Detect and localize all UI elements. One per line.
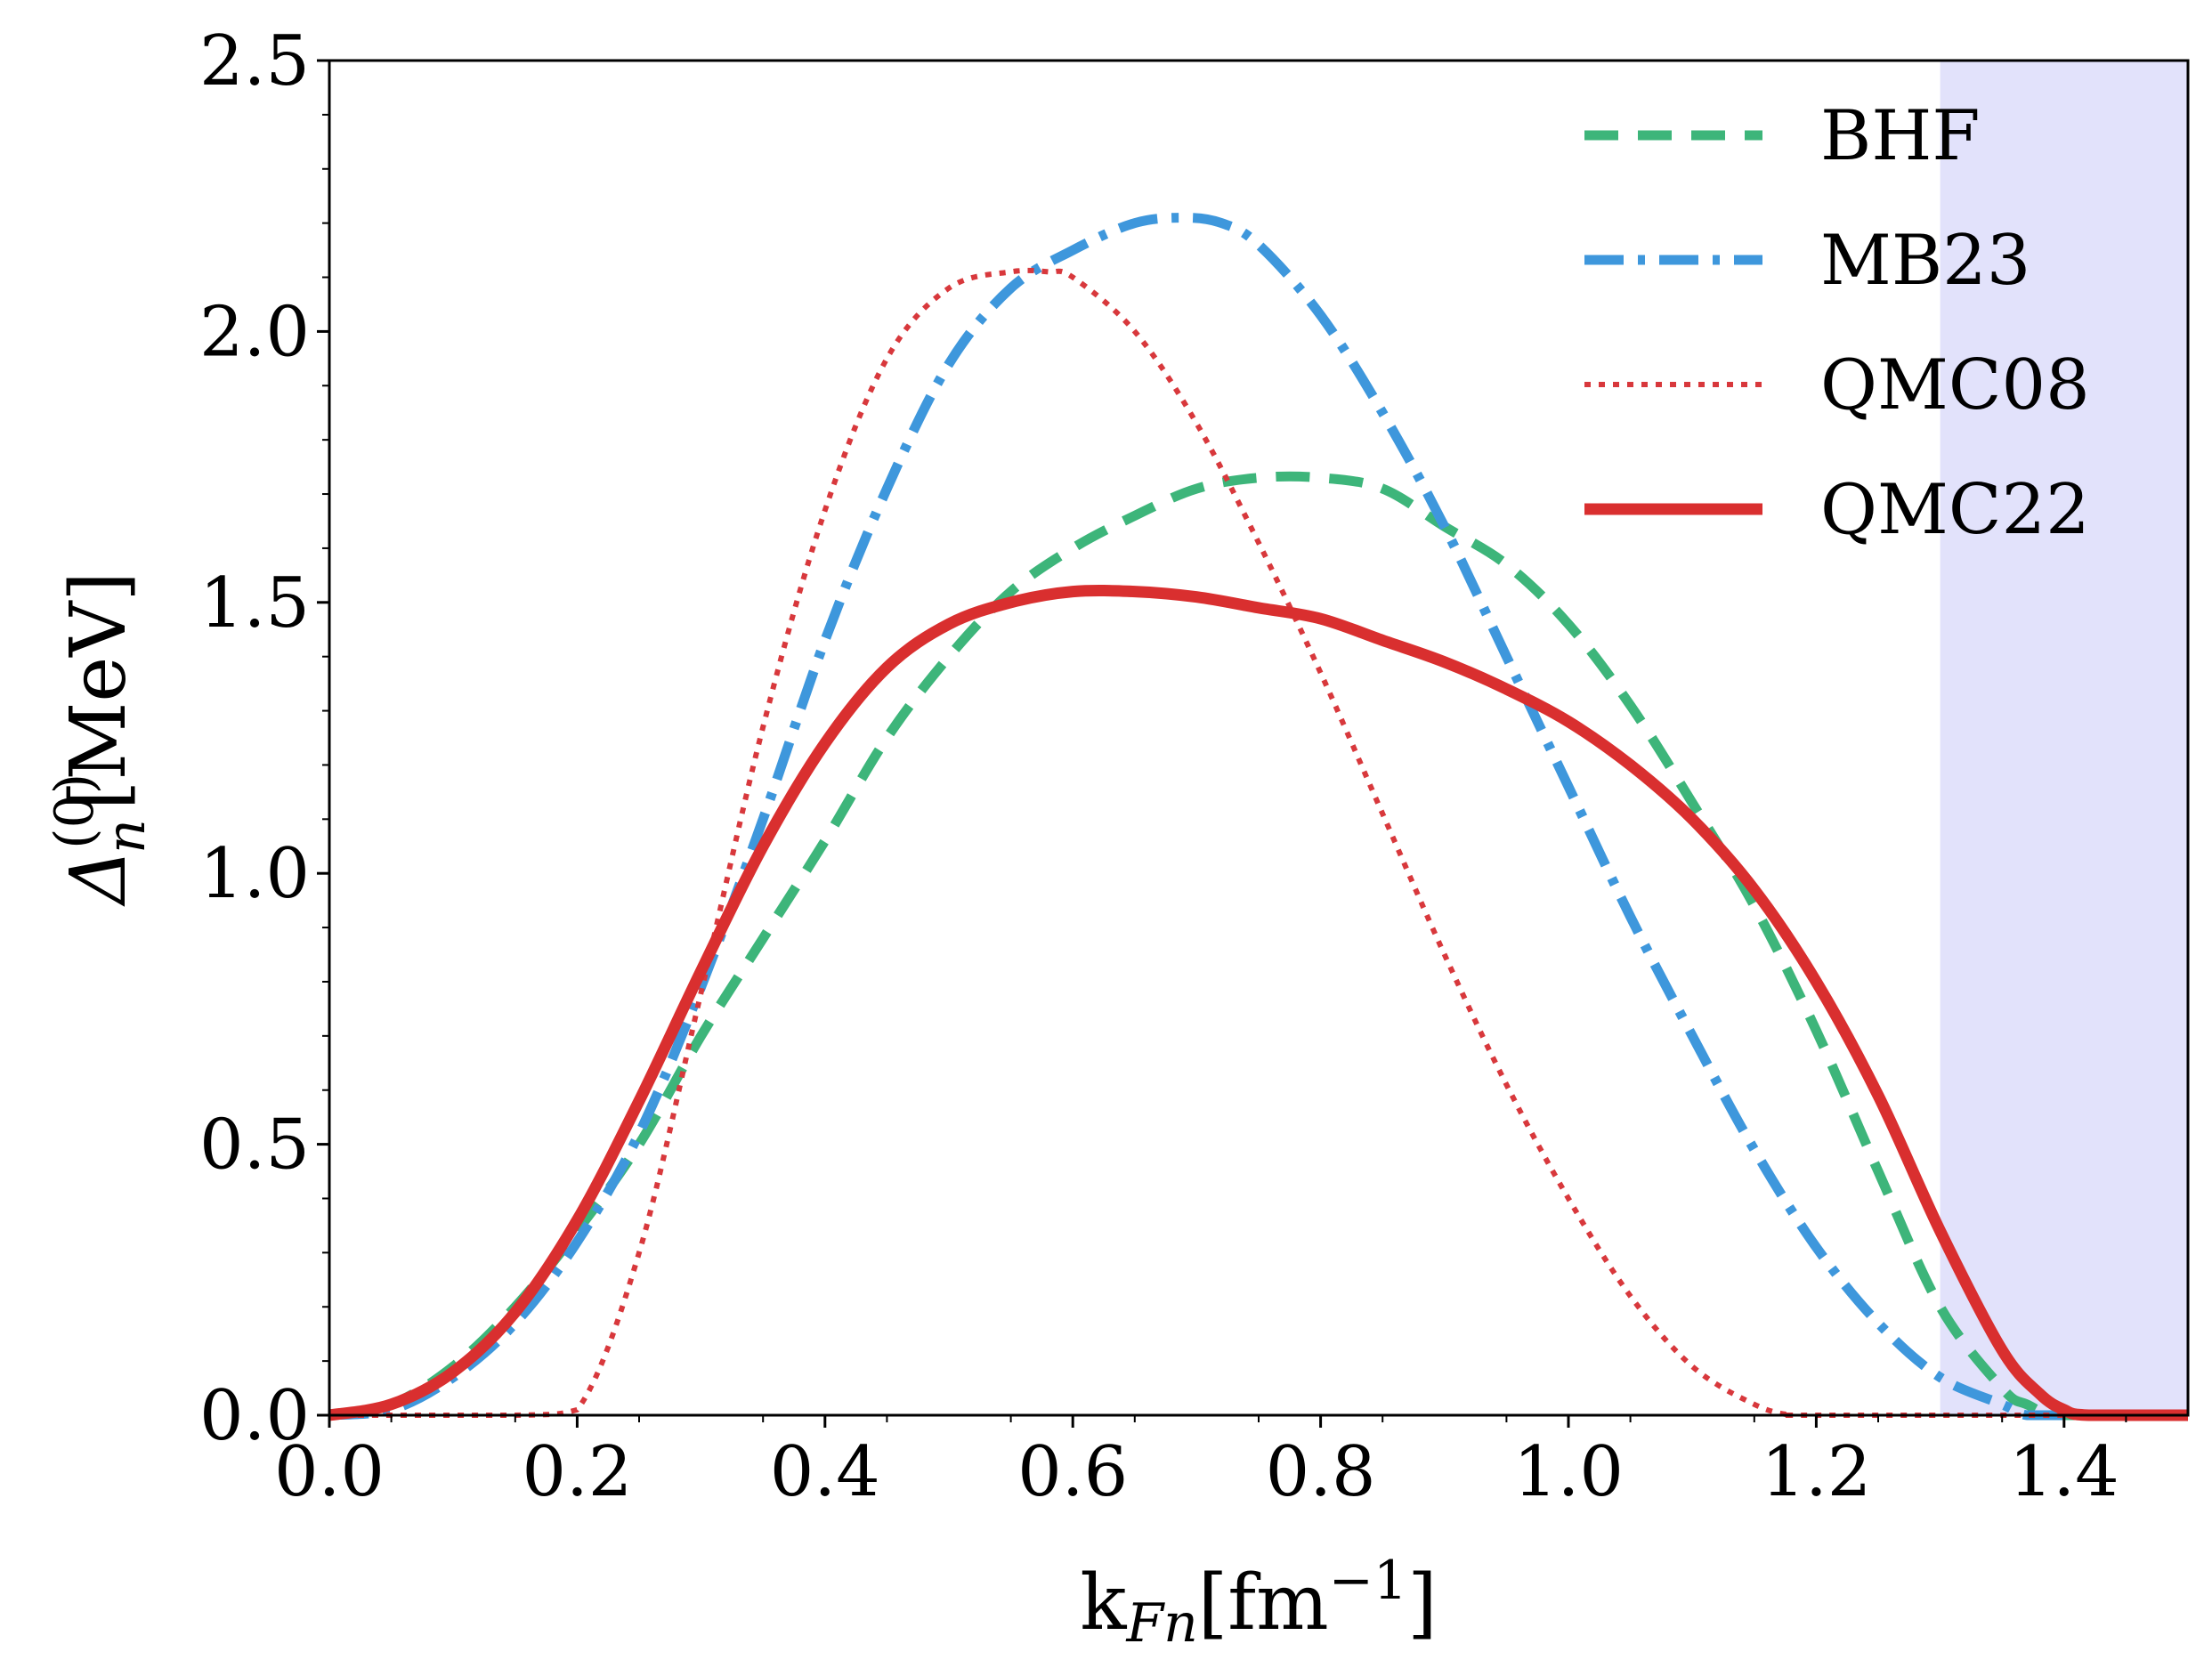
legend-label-bhf: BHF bbox=[1820, 96, 1980, 176]
y-axis-title-sub: n bbox=[95, 819, 158, 854]
series-line-bhf bbox=[328, 471, 2188, 1421]
series-line-mb23 bbox=[328, 213, 2188, 1421]
x-tick-label: 0.6 bbox=[1017, 1432, 1128, 1512]
x-tick-label: 1.0 bbox=[1513, 1432, 1624, 1512]
legend-label-qmc22: QMC22 bbox=[1820, 470, 2090, 550]
x-axis-title-unit: [fm bbox=[1198, 1559, 1329, 1648]
y-tick-label: 0.5 bbox=[199, 1105, 310, 1186]
y-tick-label: 2.0 bbox=[199, 292, 310, 372]
x-tick-label: 0.4 bbox=[770, 1432, 880, 1512]
y-axis-title: Δ(0)n [MeV] bbox=[44, 571, 158, 907]
x-axis-title-unit-end: ] bbox=[1407, 1559, 1438, 1648]
series-line-qmc08 bbox=[329, 267, 2188, 1419]
y-tick-label: 1.0 bbox=[199, 834, 310, 914]
legend-label-qmc08: QMC08 bbox=[1820, 345, 2090, 425]
x-axis-title: kFn[fm−1] bbox=[1080, 1550, 1437, 1655]
x-tick-label: 1.2 bbox=[1761, 1432, 1871, 1512]
x-axis-title-unit-sup: −1 bbox=[1329, 1550, 1407, 1612]
y-tick-label: 2.5 bbox=[199, 21, 310, 101]
series-layer bbox=[328, 213, 2188, 1421]
series-line-qmc22 bbox=[328, 584, 2188, 1421]
y-axis-title-unit: [MeV] bbox=[54, 571, 143, 810]
x-tick-label: 0.0 bbox=[274, 1432, 385, 1512]
shaded-region bbox=[1940, 61, 2188, 1415]
legend-label-mb23: MB23 bbox=[1820, 221, 2030, 301]
y-tick-label: 0.0 bbox=[199, 1376, 310, 1456]
x-tick-label: 1.4 bbox=[2009, 1432, 2119, 1512]
x-tick-label: 0.2 bbox=[522, 1432, 632, 1512]
y-tick-label: 1.5 bbox=[199, 563, 310, 644]
legend: BHF MB23 QMC08 QMC22 bbox=[1584, 96, 2090, 550]
y-axis-title-sup: (0) bbox=[44, 773, 106, 849]
plot-frame bbox=[328, 59, 2190, 1417]
x-axis-title-main: k bbox=[1080, 1559, 1127, 1648]
ticks-layer: 0.0 0.2 0.4 0.6 0.8 1.0 1.2 1.4 0.0 0.5 1.0 1.5 2.0 2… bbox=[199, 21, 2127, 1512]
y-axis-title-main: Δ bbox=[54, 849, 143, 907]
x-tick-label: 0.8 bbox=[1266, 1432, 1376, 1512]
x-axis-title-sub: Fn bbox=[1125, 1592, 1197, 1655]
